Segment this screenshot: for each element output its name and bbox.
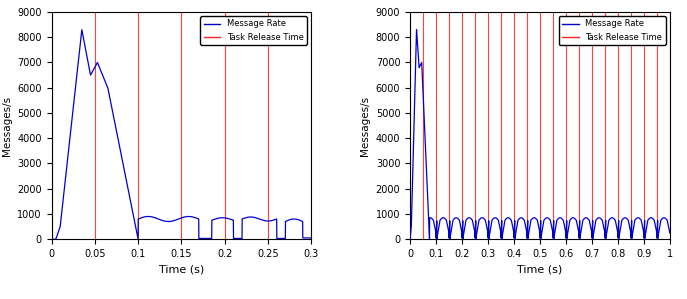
Y-axis label: Messages/s: Messages/s bbox=[1, 95, 12, 156]
X-axis label: Time (s): Time (s) bbox=[159, 265, 204, 274]
Legend: Message Rate, Task Release Time: Message Rate, Task Release Time bbox=[559, 16, 666, 45]
Y-axis label: Messages/s: Messages/s bbox=[360, 95, 370, 156]
Legend: Message Rate, Task Release Time: Message Rate, Task Release Time bbox=[201, 16, 307, 45]
X-axis label: Time (s): Time (s) bbox=[517, 265, 563, 274]
